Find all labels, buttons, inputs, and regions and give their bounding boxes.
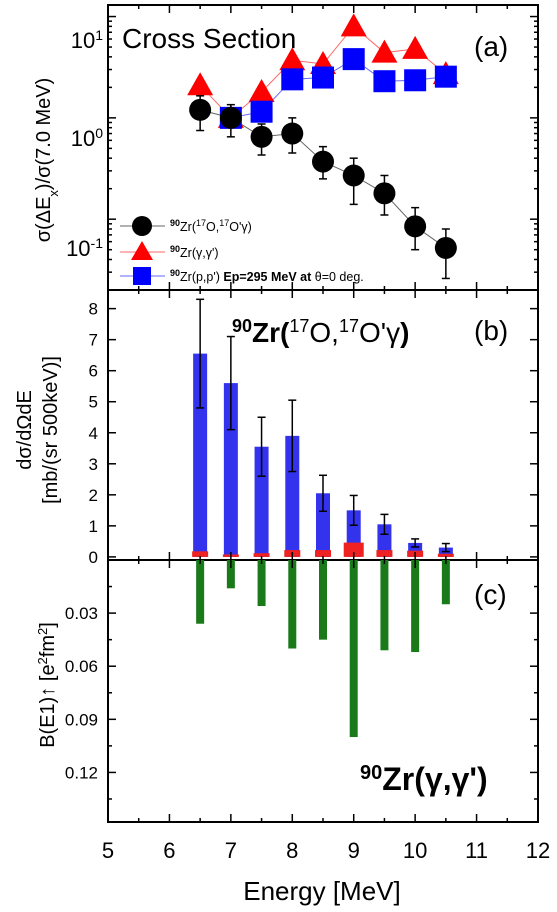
panel-a-ytick-label: 100	[71, 125, 103, 151]
circle-point	[404, 215, 427, 238]
triangle-point	[402, 35, 429, 59]
green-bar	[441, 560, 450, 605]
square-point	[434, 65, 457, 88]
panel-b-ytick-label: 7	[89, 331, 98, 350]
x-tick-label: 8	[286, 838, 298, 863]
panel-c-ytick-label: 0.06	[65, 657, 98, 676]
x-tick-label: 7	[225, 838, 237, 863]
x-tick-label: 12	[526, 838, 550, 863]
circle-point	[342, 164, 365, 187]
circle-point	[281, 122, 304, 145]
legend-square-marker	[133, 267, 151, 285]
legend-label-proton: 90Zr(p,p') Ep=295 MeV at θ=0 deg.	[170, 268, 364, 284]
blue-bar	[254, 446, 269, 557]
green-bar	[380, 560, 389, 651]
circle-point	[373, 182, 396, 205]
square-point	[281, 68, 304, 91]
blue-bar	[223, 383, 238, 557]
triangle-point	[279, 47, 306, 71]
square-point	[373, 70, 396, 93]
green-bar	[411, 560, 420, 653]
green-bar	[319, 560, 327, 640]
x-axis-label: Energy [MeV]	[243, 876, 401, 906]
triangle-point	[248, 78, 275, 102]
panel-c-title: 90Zr(γ,γ')	[360, 761, 488, 797]
x-tick-label: 5	[102, 838, 114, 863]
x-tick-label: 10	[403, 838, 427, 863]
triangle-point	[371, 39, 398, 63]
circle-point	[219, 106, 242, 129]
panel-a-ytick-label: 101	[71, 27, 103, 53]
x-tick-label: 11	[465, 838, 488, 863]
panel-a-ylabel: σ(ΔEx)/σ(7.0 MeV)	[33, 78, 61, 243]
green-bar	[288, 560, 297, 649]
legend-entry-oxygen: 90Zr(17O,17O'γ)	[120, 216, 252, 236]
legend-label-gamma: 90Zr(γ,γ')	[170, 244, 219, 260]
panel-b-label: (b)	[474, 315, 508, 346]
legend-label-oxygen: 90Zr(17O,17O'γ)	[170, 218, 252, 234]
blue-bar	[377, 524, 392, 557]
panel-b-ytick-label: 1	[89, 517, 98, 536]
panel-b-ytick-label: 3	[89, 455, 98, 474]
legend-entry-proton: 90Zr(p,p') Ep=295 MeV at θ=0 deg.	[120, 267, 364, 285]
panel-a-title: Cross Section	[122, 23, 296, 54]
panel-b-ytick-label: 0	[89, 548, 98, 567]
legend-circle-marker	[132, 216, 152, 236]
green-bar	[226, 560, 235, 589]
panel-c-ylabel: B(E1)↑ [e2fm2]	[35, 622, 60, 748]
square-point	[312, 66, 334, 89]
panel-a-label: (a)	[474, 31, 508, 62]
panel-a-ytick-label: 10-1	[66, 235, 103, 261]
legend: 90Zr(17O,17O'γ) 90Zr(γ,γ') 90Zr(p,p') Ep…	[120, 216, 364, 285]
circle-point	[250, 125, 273, 148]
blue-bar	[316, 493, 330, 557]
circle-point	[434, 236, 457, 259]
panel-b-ytick-label: 8	[89, 300, 98, 319]
red-bar	[376, 550, 393, 557]
legend-entry-gamma: 90Zr(γ,γ')	[120, 241, 219, 260]
red-bar	[253, 553, 270, 557]
triangle-point	[340, 13, 367, 37]
green-bar	[196, 560, 205, 624]
red-bar	[192, 551, 209, 557]
square-point	[250, 100, 273, 123]
triangle-point	[187, 72, 214, 96]
circle-point	[312, 150, 334, 173]
panel-b-ylabel-line1: dσ/dΩdE	[14, 390, 36, 470]
red-bar	[315, 550, 331, 557]
green-bar	[257, 560, 266, 607]
red-bar	[437, 553, 454, 557]
panel-b-ytick-label: 4	[89, 424, 98, 443]
blue-bar	[285, 435, 300, 557]
panel-c-ytick-label: 0.03	[65, 604, 98, 623]
panel-c-ytick-label: 0.09	[65, 710, 98, 729]
panel-c-ytick-label: 0.12	[65, 763, 98, 782]
x-tick-label: 6	[163, 838, 175, 863]
panel-b-ytick-label: 5	[89, 393, 98, 412]
green-bar	[349, 560, 358, 738]
circle-point	[189, 98, 212, 121]
panel-b-title: 90Zr(17O,17O'γ)	[232, 316, 409, 348]
square-point	[404, 69, 427, 92]
red-bar	[343, 542, 364, 557]
panel-c-label: (c)	[474, 579, 507, 610]
panel-b-ylabel-line2: [mb/(sr 500keV)]	[40, 356, 62, 504]
panel-b-ytick-label: 6	[89, 362, 98, 381]
square-point	[342, 48, 365, 71]
panel-b-ytick-label: 2	[89, 486, 98, 505]
x-tick-label: 9	[348, 838, 360, 863]
legend-triangle-marker	[131, 241, 153, 260]
blue-bar	[193, 353, 208, 557]
